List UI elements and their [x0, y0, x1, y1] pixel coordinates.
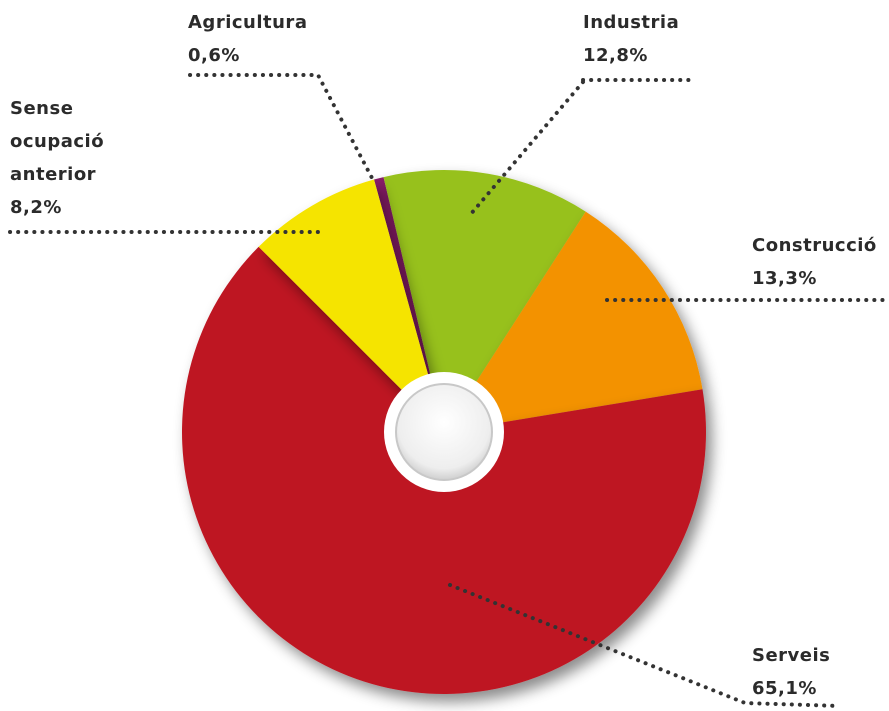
pie-slice	[373, 177, 444, 432]
value-label: 65,1%	[752, 678, 817, 699]
value-label: 0,6%	[188, 45, 240, 66]
leader-lines	[8, 73, 889, 708]
category-label: Industria	[583, 12, 680, 33]
slice-label: Agricultura 0,6%	[188, 6, 388, 72]
category-label: Serveis	[752, 645, 831, 666]
category-label: Construcció	[752, 235, 877, 256]
value-label: 12,8%	[583, 45, 648, 66]
pie-slice	[383, 170, 586, 432]
leader-line	[468, 78, 692, 217]
value-label: 13,3%	[752, 268, 817, 289]
pie-slice	[444, 211, 703, 432]
pie-slice	[258, 179, 444, 432]
center-hole	[395, 383, 493, 481]
slice-label: Serveis 65,1%	[752, 639, 882, 705]
leader-line	[448, 583, 842, 708]
leader-line	[188, 73, 374, 180]
value-label: 8,2%	[10, 197, 62, 218]
category-label: Agricultura	[188, 12, 308, 33]
slice-label: Industria 12,8%	[583, 6, 783, 72]
slice-label: Sense ocupació anterior 8,2%	[10, 92, 140, 224]
category-label: Sense ocupació anterior	[10, 98, 105, 185]
slice-label: Construcció 13,3%	[752, 229, 889, 295]
